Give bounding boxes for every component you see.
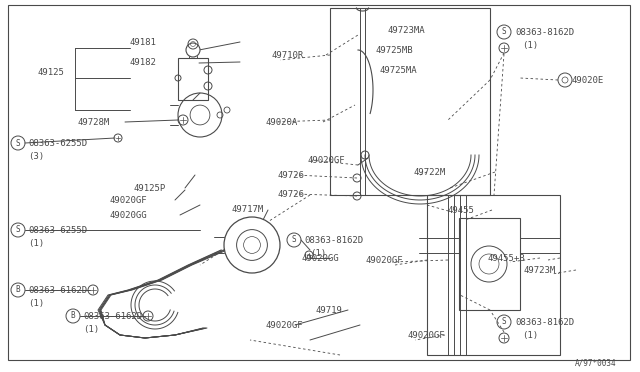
Text: 08363-6255D: 08363-6255D	[28, 226, 87, 235]
Text: 49710R: 49710R	[272, 51, 304, 60]
Text: 49726: 49726	[277, 190, 304, 199]
Text: B: B	[70, 311, 76, 321]
Text: 49723M: 49723M	[524, 266, 556, 275]
Text: (3): (3)	[28, 152, 44, 161]
Text: 49125: 49125	[38, 68, 65, 77]
Text: 49020A: 49020A	[265, 118, 297, 127]
Text: 49726: 49726	[277, 171, 304, 180]
Text: 49728M: 49728M	[78, 118, 110, 127]
Circle shape	[186, 43, 200, 57]
Text: (1): (1)	[522, 331, 538, 340]
Text: 49717M: 49717M	[232, 205, 264, 214]
Circle shape	[224, 217, 280, 273]
Text: 49182: 49182	[130, 58, 157, 67]
Text: 08363-6162D: 08363-6162D	[83, 312, 142, 321]
Text: S: S	[16, 225, 20, 234]
Text: 49722M: 49722M	[414, 168, 446, 177]
Bar	[459, 218, 520, 310]
Text: 49723MA: 49723MA	[388, 26, 426, 35]
Text: 49725MA: 49725MA	[380, 66, 418, 75]
Text: 49020GF: 49020GF	[407, 331, 445, 340]
Text: 49125P: 49125P	[134, 184, 166, 193]
Text: 49020GG: 49020GG	[110, 211, 148, 220]
Text: 49455+B: 49455+B	[488, 254, 525, 263]
Text: A/97*0034: A/97*0034	[575, 358, 616, 367]
Text: S: S	[502, 317, 506, 327]
Text: 49719: 49719	[315, 306, 342, 315]
Text: 49020E: 49020E	[572, 76, 604, 85]
Text: (1): (1)	[83, 325, 99, 334]
Text: 49020GF: 49020GF	[308, 156, 346, 165]
Text: 49020GF: 49020GF	[366, 256, 404, 265]
Text: 08363-8162D: 08363-8162D	[515, 28, 574, 37]
Text: 08363-8162D: 08363-8162D	[515, 318, 574, 327]
Bar	[330, 8, 490, 195]
Text: (1): (1)	[28, 239, 44, 248]
Text: 49181: 49181	[130, 38, 157, 47]
Text: 08363-6255D: 08363-6255D	[28, 139, 87, 148]
Text: (1): (1)	[310, 249, 326, 258]
Bar	[178, 58, 208, 100]
Text: B: B	[16, 285, 20, 295]
Text: (1): (1)	[28, 299, 44, 308]
Text: (1): (1)	[522, 41, 538, 50]
Text: 49725MB: 49725MB	[375, 46, 413, 55]
Text: 49020GF: 49020GF	[265, 321, 303, 330]
Text: S: S	[502, 28, 506, 36]
Text: S: S	[292, 235, 296, 244]
Text: 49455: 49455	[448, 206, 475, 215]
Text: 49020GF: 49020GF	[110, 196, 148, 205]
Text: 08363-6162D: 08363-6162D	[28, 286, 87, 295]
Text: 49020GG: 49020GG	[302, 254, 340, 263]
Bar	[427, 195, 560, 355]
Text: 08363-8162D: 08363-8162D	[304, 236, 363, 245]
Text: S: S	[16, 138, 20, 148]
